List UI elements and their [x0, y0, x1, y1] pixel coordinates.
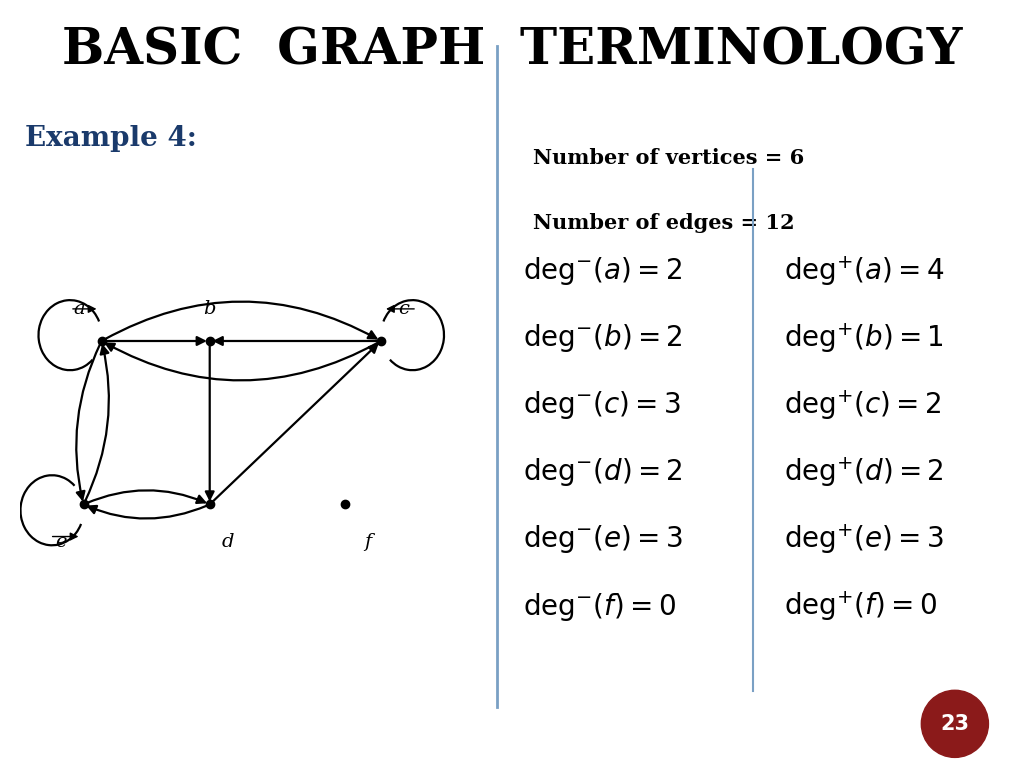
Text: d: d — [221, 533, 234, 551]
Text: $\mathrm{deg}^{+}($$b$$) = 1$: $\mathrm{deg}^{+}($$b$$) = 1$ — [783, 321, 944, 355]
Text: $\mathrm{deg}^{-}($$c$$) = 3$: $\mathrm{deg}^{-}($$c$$) = 3$ — [522, 389, 681, 421]
Text: $\mathrm{deg}^{-}($$a$$) = 2$: $\mathrm{deg}^{-}($$a$$) = 2$ — [522, 255, 682, 287]
Text: $\mathrm{deg}^{-}($$e$$) = 3$: $\mathrm{deg}^{-}($$e$$) = 3$ — [522, 524, 683, 555]
Text: f: f — [364, 533, 371, 551]
Text: $\mathrm{deg}^{-}($$d$$) = 2$: $\mathrm{deg}^{-}($$d$$) = 2$ — [522, 456, 683, 488]
Text: b: b — [204, 300, 216, 318]
Circle shape — [922, 690, 988, 757]
Text: $\mathrm{deg}^{-}($$b$$) = 2$: $\mathrm{deg}^{-}($$b$$) = 2$ — [522, 322, 683, 354]
Text: a: a — [74, 300, 85, 318]
Text: Number of edges = 12: Number of edges = 12 — [534, 213, 795, 233]
Text: $\mathrm{deg}^{+}($$d$$) = 2$: $\mathrm{deg}^{+}($$d$$) = 2$ — [783, 455, 944, 489]
Text: Number of vertices = 6: Number of vertices = 6 — [534, 148, 804, 168]
Text: e: e — [55, 533, 67, 551]
Text: 23: 23 — [940, 713, 970, 734]
Text: $\mathrm{deg}^{+}($$e$$) = 3$: $\mathrm{deg}^{+}($$e$$) = 3$ — [783, 522, 944, 556]
Text: Example 4:: Example 4: — [25, 125, 197, 152]
Text: c: c — [398, 300, 409, 318]
Text: $\mathrm{deg}^{+}($$c$$) = 2$: $\mathrm{deg}^{+}($$c$$) = 2$ — [783, 389, 941, 422]
Text: BASIC  GRAPH  TERMINOLOGY: BASIC GRAPH TERMINOLOGY — [61, 26, 963, 75]
Text: $\mathrm{deg}^{+}($$f$$) = 0$: $\mathrm{deg}^{+}($$f$$) = 0$ — [783, 590, 937, 624]
Text: $\mathrm{deg}^{-}($$f$$) = 0$: $\mathrm{deg}^{-}($$f$$) = 0$ — [522, 591, 676, 623]
Text: $\mathrm{deg}^{+}($$a$$) = 4$: $\mathrm{deg}^{+}($$a$$) = 4$ — [783, 254, 944, 288]
